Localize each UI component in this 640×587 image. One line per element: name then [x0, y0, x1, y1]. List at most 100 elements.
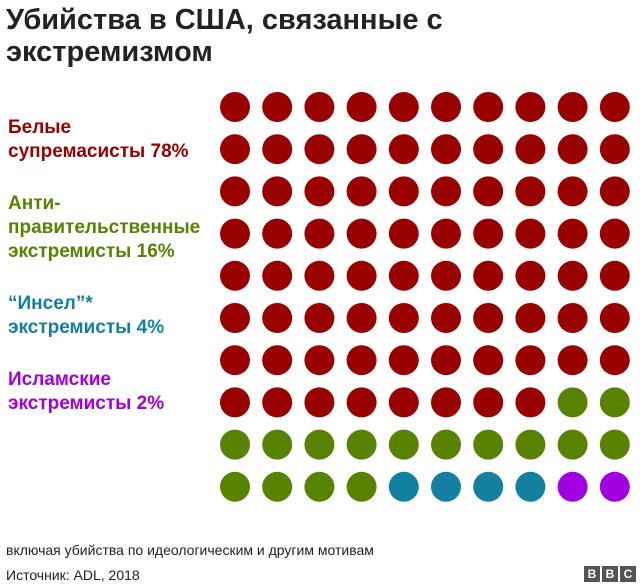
waffle-dot-white-supremacist [599, 134, 630, 165]
waffle-dot-white-supremacist [304, 92, 335, 122]
waffle-dot-white-supremacist [473, 303, 504, 333]
waffle-dot-white-supremacist [220, 92, 250, 122]
waffle-dot-white-supremacist [346, 303, 377, 333]
waffle-dot-white-supremacist [557, 176, 588, 207]
waffle-dot-white-supremacist [388, 218, 419, 249]
waffle-dot-white-supremacist [515, 218, 546, 249]
waffle-dot-white-supremacist [515, 387, 546, 418]
waffle-dot-anti-government [220, 471, 250, 502]
waffle-dot-anti-government [262, 471, 293, 502]
waffle-dot-white-supremacist [515, 92, 546, 122]
waffle-dot-white-supremacist [304, 345, 335, 376]
waffle-dot-islamist [557, 471, 588, 502]
waffle-dot-islamist [599, 471, 630, 502]
waffle-dot-white-supremacist [473, 218, 504, 249]
legend-label-line: экстремисты 16% [8, 241, 175, 262]
waffle-dot-white-supremacist [431, 134, 461, 165]
waffle-dot-white-supremacist [220, 387, 250, 418]
waffle-dot-white-supremacist [557, 303, 588, 333]
waffle-dot-white-supremacist [515, 345, 546, 376]
waffle-dot-white-supremacist [473, 345, 504, 376]
waffle-dot-white-supremacist [262, 176, 293, 207]
source-note: Источник: ADL, 2018 [6, 567, 140, 583]
waffle-dot-white-supremacist [388, 92, 419, 122]
logo-letter: B [602, 566, 618, 582]
waffle-dot-white-supremacist [262, 92, 293, 122]
waffle-dot-white-supremacist [473, 387, 504, 418]
legend-label-line: “Инсел”* [8, 293, 93, 314]
waffle-dot-white-supremacist [220, 218, 250, 249]
waffle-dot-incel [431, 471, 461, 502]
legend-label-line: Исламские [8, 369, 111, 390]
waffle-dot-anti-government [304, 471, 335, 502]
logo-letter: B [584, 566, 600, 582]
waffle-dot-white-supremacist [304, 303, 335, 333]
footnote: включая убийства по идеологическим и дру… [6, 542, 374, 558]
legend-label-line: правительственные [8, 217, 201, 238]
legend-label-line: Белые [8, 117, 72, 138]
waffle-dot-white-supremacist [431, 218, 461, 249]
waffle-dot-anti-government [599, 429, 630, 460]
waffle-dot-white-supremacist [557, 218, 588, 249]
waffle-dot-white-supremacist [388, 345, 419, 376]
waffle-dot-white-supremacist [304, 260, 335, 291]
waffle-dot-white-supremacist [431, 92, 461, 122]
waffle-dot-incel [388, 471, 419, 502]
waffle-dot-white-supremacist [220, 345, 250, 376]
waffle-dot-white-supremacist [599, 176, 630, 207]
waffle-dot-white-supremacist [431, 345, 461, 376]
waffle-dot-white-supremacist [557, 92, 588, 122]
waffle-dot-white-supremacist [304, 387, 335, 418]
waffle-dot-white-supremacist [346, 345, 377, 376]
legend-label-line: экстремисты 4% [8, 317, 165, 338]
waffle-dot-white-supremacist [262, 134, 293, 165]
waffle-dot-white-supremacist [473, 134, 504, 165]
waffle-dot-white-supremacist [262, 303, 293, 333]
waffle-dot-white-supremacist [599, 92, 630, 122]
waffle-dot-white-supremacist [515, 303, 546, 333]
bbc-logo: B B C [584, 566, 636, 582]
waffle-dot-white-supremacist [220, 260, 250, 291]
waffle-dot-white-supremacist [388, 260, 419, 291]
waffle-dot-white-supremacist [557, 134, 588, 165]
waffle-dot-white-supremacist [262, 260, 293, 291]
waffle-dot-white-supremacist [346, 387, 377, 418]
waffle-dot-white-supremacist [388, 387, 419, 418]
waffle-dot-white-supremacist [346, 176, 377, 207]
waffle-dot-anti-government [431, 429, 461, 460]
waffle-dot-anti-government [304, 429, 335, 460]
waffle-dot-incel [473, 471, 504, 502]
waffle-dot-white-supremacist [304, 176, 335, 207]
waffle-dot-white-supremacist [262, 218, 293, 249]
waffle-dot-white-supremacist [220, 176, 250, 207]
waffle-dot-anti-government [220, 429, 250, 460]
waffle-dot-white-supremacist [388, 134, 419, 165]
waffle-dot-anti-government [346, 471, 377, 502]
waffle-dot-anti-government [262, 429, 293, 460]
waffle-dot-white-supremacist [262, 345, 293, 376]
waffle-dot-anti-government [515, 429, 546, 460]
waffle-dot-white-supremacist [388, 303, 419, 333]
waffle-dot-white-supremacist [431, 176, 461, 207]
waffle-dot-white-supremacist [431, 387, 461, 418]
legend-item-incel: “Инсел”* экстремисты 4% [8, 292, 218, 340]
waffle-dot-white-supremacist [473, 260, 504, 291]
waffle-dot-white-supremacist [599, 345, 630, 376]
waffle-dot-white-supremacist [473, 176, 504, 207]
chart-title: Убийства в США, связанные с экстремизмом [6, 4, 443, 68]
waffle-dot-anti-government [557, 387, 588, 418]
waffle-dot-white-supremacist [346, 134, 377, 165]
waffle-dot-anti-government [388, 429, 419, 460]
legend-item-white-supremacists: Белые супремасисты 78% [8, 116, 218, 164]
waffle-dot-white-supremacist [304, 134, 335, 165]
legend-label-line: Анти- [8, 193, 61, 214]
waffle-chart [220, 92, 630, 502]
waffle-dot-white-supremacist [220, 303, 250, 333]
waffle-dot-white-supremacist [515, 134, 546, 165]
waffle-dot-white-supremacist [346, 260, 377, 291]
waffle-dot-white-supremacist [346, 92, 377, 122]
waffle-dot-white-supremacist [599, 260, 630, 291]
legend: Белые супремасисты 78% Анти- правительст… [8, 116, 218, 444]
waffle-dot-anti-government [346, 429, 377, 460]
waffle-dot-anti-government [473, 429, 504, 460]
